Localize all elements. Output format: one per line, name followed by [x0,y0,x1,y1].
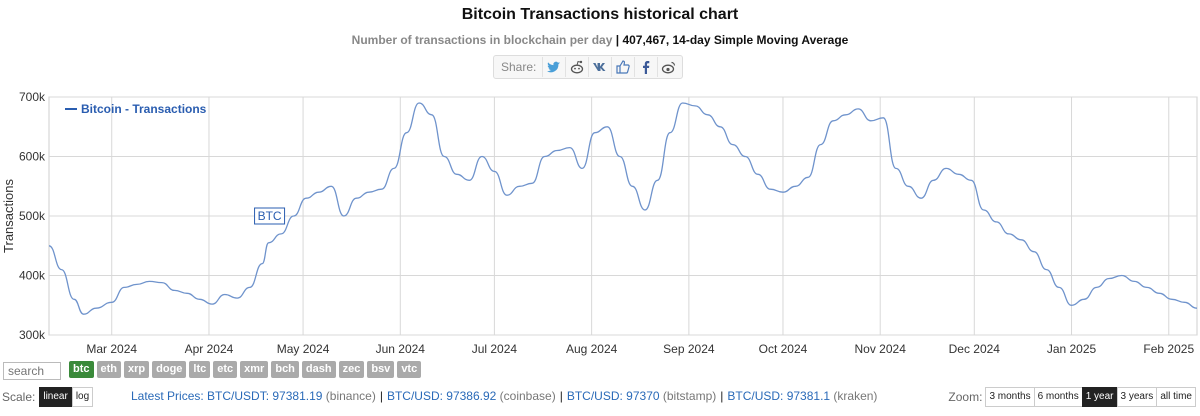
scale-label: Scale: [2,390,36,404]
transactions-chart[interactable]: 300k 400k 500k 600k 700k Mar 2024 Apr 2024 May … [0,85,1200,365]
coin-button-btc[interactable]: btc [69,361,94,378]
x-tick-label: Feb 2025 [1143,342,1194,356]
y-tick-label: 300k [19,328,46,342]
x-tick-label: Aug 2024 [566,342,618,356]
x-tick-label: Sep 2024 [663,342,715,356]
chart-title: Bitcoin Transactions historical chart [461,6,739,23]
zoom-3-months-button[interactable]: 3 months [985,387,1035,407]
y-tick-label: 400k [19,269,46,283]
coin-button-eth[interactable]: eth [96,361,121,378]
price-link[interactable]: BTC/USD: 97381.1 [727,389,831,403]
zoom-6-months-button[interactable]: 6 months [1033,387,1083,407]
coin-search-input[interactable] [3,362,61,380]
share-bar: Share: [493,55,684,79]
weibo-icon[interactable] [657,57,680,77]
price-exchange: (coinbase) [499,389,556,403]
price-exchange: (binance) [325,389,376,403]
zoom-1-year-button[interactable]: 1 year [1081,387,1118,407]
latest-prices: Latest Prices: BTC/USDT: 97381.19 (binan… [131,389,877,403]
coin-button-bsv[interactable]: bsv [367,361,395,378]
chart-annotations: BTC [254,207,286,225]
zoom-label: Zoom: [948,390,983,404]
facebook-icon[interactable] [634,57,657,77]
btc-annotation-label: BTC [258,209,282,223]
scale-control: Scale: linear log [2,387,94,407]
price-link[interactable]: BTC/USD: 97386.92 [386,389,497,403]
price-separator: | [720,389,724,403]
x-tick-label: Apr 2024 [185,342,234,356]
coin-button-vtc[interactable]: vtc [397,361,422,378]
x-tick-label: Jun 2024 [376,342,426,356]
latest-prices-label: Latest Prices: [131,389,204,403]
coin-button-zec[interactable]: zec [338,361,365,378]
x-tick-label: Jan 2025 [1047,342,1097,356]
coin-button-etc[interactable]: etc [213,361,238,378]
y-axis-title: Transactions [1,179,16,253]
coin-button-xmr[interactable]: xmr [240,361,269,378]
price-separator: | [559,389,563,403]
twitter-icon[interactable] [542,57,565,77]
coin-button-xrp[interactable]: xrp [124,361,150,378]
y-tick-label: 700k [19,90,46,104]
coin-button-bch[interactable]: bch [271,361,299,378]
chart-axes: 300k 400k 500k 600k 700k Mar 2024 Apr 2024 May … [1,90,1194,356]
price-exchange: (kraken) [833,389,878,403]
legend-label: Bitcoin - Transactions [81,102,207,116]
subtitle-separator: | [615,33,620,47]
vk-icon[interactable] [588,57,611,77]
y-tick-label: 600k [19,150,46,164]
x-tick-label: Oct 2024 [759,342,808,356]
price-exchange: (bitstamp) [662,389,717,403]
share-label: Share: [501,60,537,74]
chart-subtitle: Number of transactions in blockchain per… [0,33,1200,47]
btc-annotation-box [254,207,286,225]
x-tick-label: May 2024 [277,342,330,356]
price-separator: | [379,389,383,403]
x-tick-label: Mar 2024 [86,342,137,356]
like-icon[interactable] [611,57,634,77]
subtitle-value: 407,467, 14-day Simple Moving Average [622,33,849,47]
chart-grid [48,96,1198,336]
x-tick-label: Jul 2024 [472,342,518,356]
x-tick-label: Nov 2024 [855,342,907,356]
x-tick-label: Dec 2024 [949,342,1001,356]
chart-legend[interactable]: Bitcoin - Transactions [65,102,207,116]
price-link[interactable]: BTC/USDT: 97381.19 [207,389,323,403]
zoom-3-years-button[interactable]: 3 years [1116,387,1158,407]
coin-button-doge[interactable]: doge [152,361,187,378]
reddit-icon[interactable] [565,57,588,77]
chart-series [48,102,1198,315]
subtitle-main: Number of transactions in blockchain per… [351,33,613,47]
zoom-all-time-button[interactable]: all time [1156,387,1196,407]
coin-selector: btc eth xrp doge ltc etc xmr bch dash zec bsv vtc [69,361,422,378]
y-tick-label: 500k [19,209,46,223]
price-link[interactable]: BTC/USD: 97370 [566,389,660,403]
series-line-transactions [48,102,1198,315]
coin-button-dash[interactable]: dash [301,361,336,378]
scale-log-button[interactable]: log [71,387,94,407]
coin-button-ltc[interactable]: ltc [189,361,211,378]
scale-linear-button[interactable]: linear [39,387,72,407]
zoom-control: Zoom: 3 months 6 months 1 year 3 years all t… [948,387,1196,407]
